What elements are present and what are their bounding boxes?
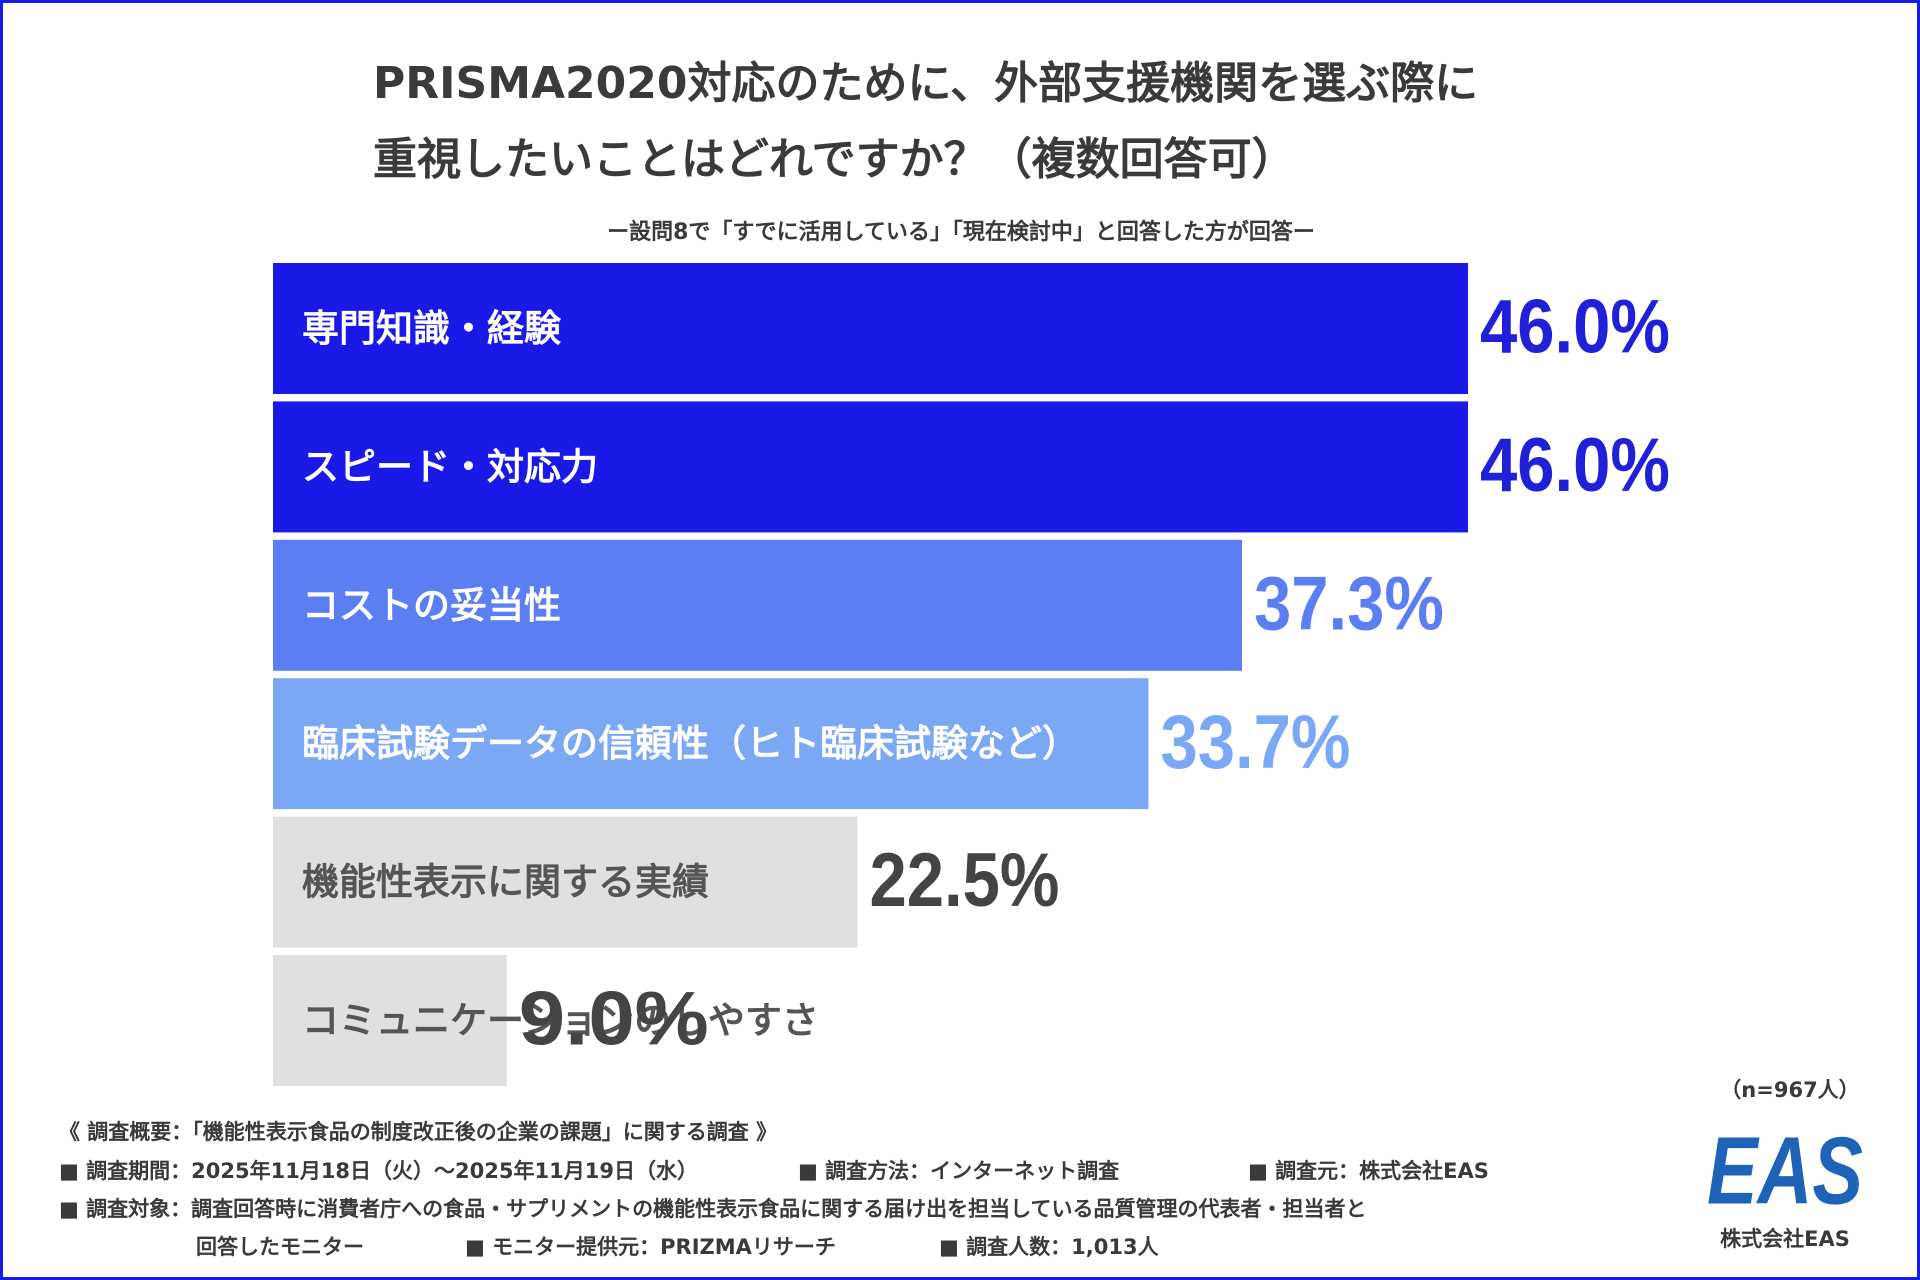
- value-label: 9.0%: [519, 977, 709, 1062]
- category-label: スピード・対応力: [302, 445, 598, 488]
- footer-text: ■ モニター提供元：PRIZMAリサーチ: [465, 1235, 836, 1259]
- footer-text: ■ 調査人数：1,013人: [939, 1235, 1159, 1259]
- footer-text: ■ 調査元：株式会社EAS: [1248, 1159, 1489, 1183]
- footer-text: ■ 調査方法：インターネット調査: [798, 1159, 1119, 1183]
- bar: [273, 401, 1468, 533]
- footer-text: 《 調査概要：「機能性表示食品の制度改正後の企業の課題」に関する調査 》: [59, 1120, 777, 1144]
- category-label: 専門知識・経験: [302, 307, 562, 350]
- chart-title: PRISMA2020対応のために、外部支援機関を選ぶ際に: [373, 58, 1478, 109]
- value-label: 46.0%: [1480, 285, 1670, 370]
- sample-size: （n=967人）: [1720, 1078, 1859, 1102]
- chart-title: 重視したいことはどれですか？（複数回答可）: [373, 134, 1296, 185]
- category-label: 機能性表示に関する実績: [302, 861, 709, 904]
- value-label: 22.5%: [870, 838, 1060, 923]
- value-label: 33.7%: [1160, 700, 1350, 785]
- logo-company: 株式会社EAS: [1720, 1227, 1850, 1251]
- chart-subtitle: ー設問8で「すでに活用している」「現在検討中」と回答した方が回答ー: [607, 219, 1315, 245]
- bar: [273, 539, 1242, 671]
- bar: [273, 955, 507, 1086]
- footer-text: 回答したモニター: [196, 1235, 364, 1259]
- value-label: 46.0%: [1480, 423, 1670, 508]
- bar: [273, 678, 1149, 810]
- footer-text: ■ 調査期間：2025年11月18日（火）〜2025年11月19日（水）: [59, 1159, 698, 1183]
- footer-text: ■ 調査対象：調査回答時に消費者庁への食品・サプリメントの機能性表示食品に関する…: [59, 1197, 1367, 1221]
- category-label: コミュニケーションのしやすさ: [302, 999, 819, 1042]
- category-label: 臨床試験データの信頼性（ヒト臨床試験など）: [302, 722, 1079, 765]
- logo-mark: EAS: [1707, 1117, 1863, 1224]
- bar: [273, 816, 858, 948]
- value-label: 37.3%: [1254, 561, 1444, 646]
- category-label: コストの妥当性: [302, 584, 561, 627]
- bar: [273, 263, 1468, 394]
